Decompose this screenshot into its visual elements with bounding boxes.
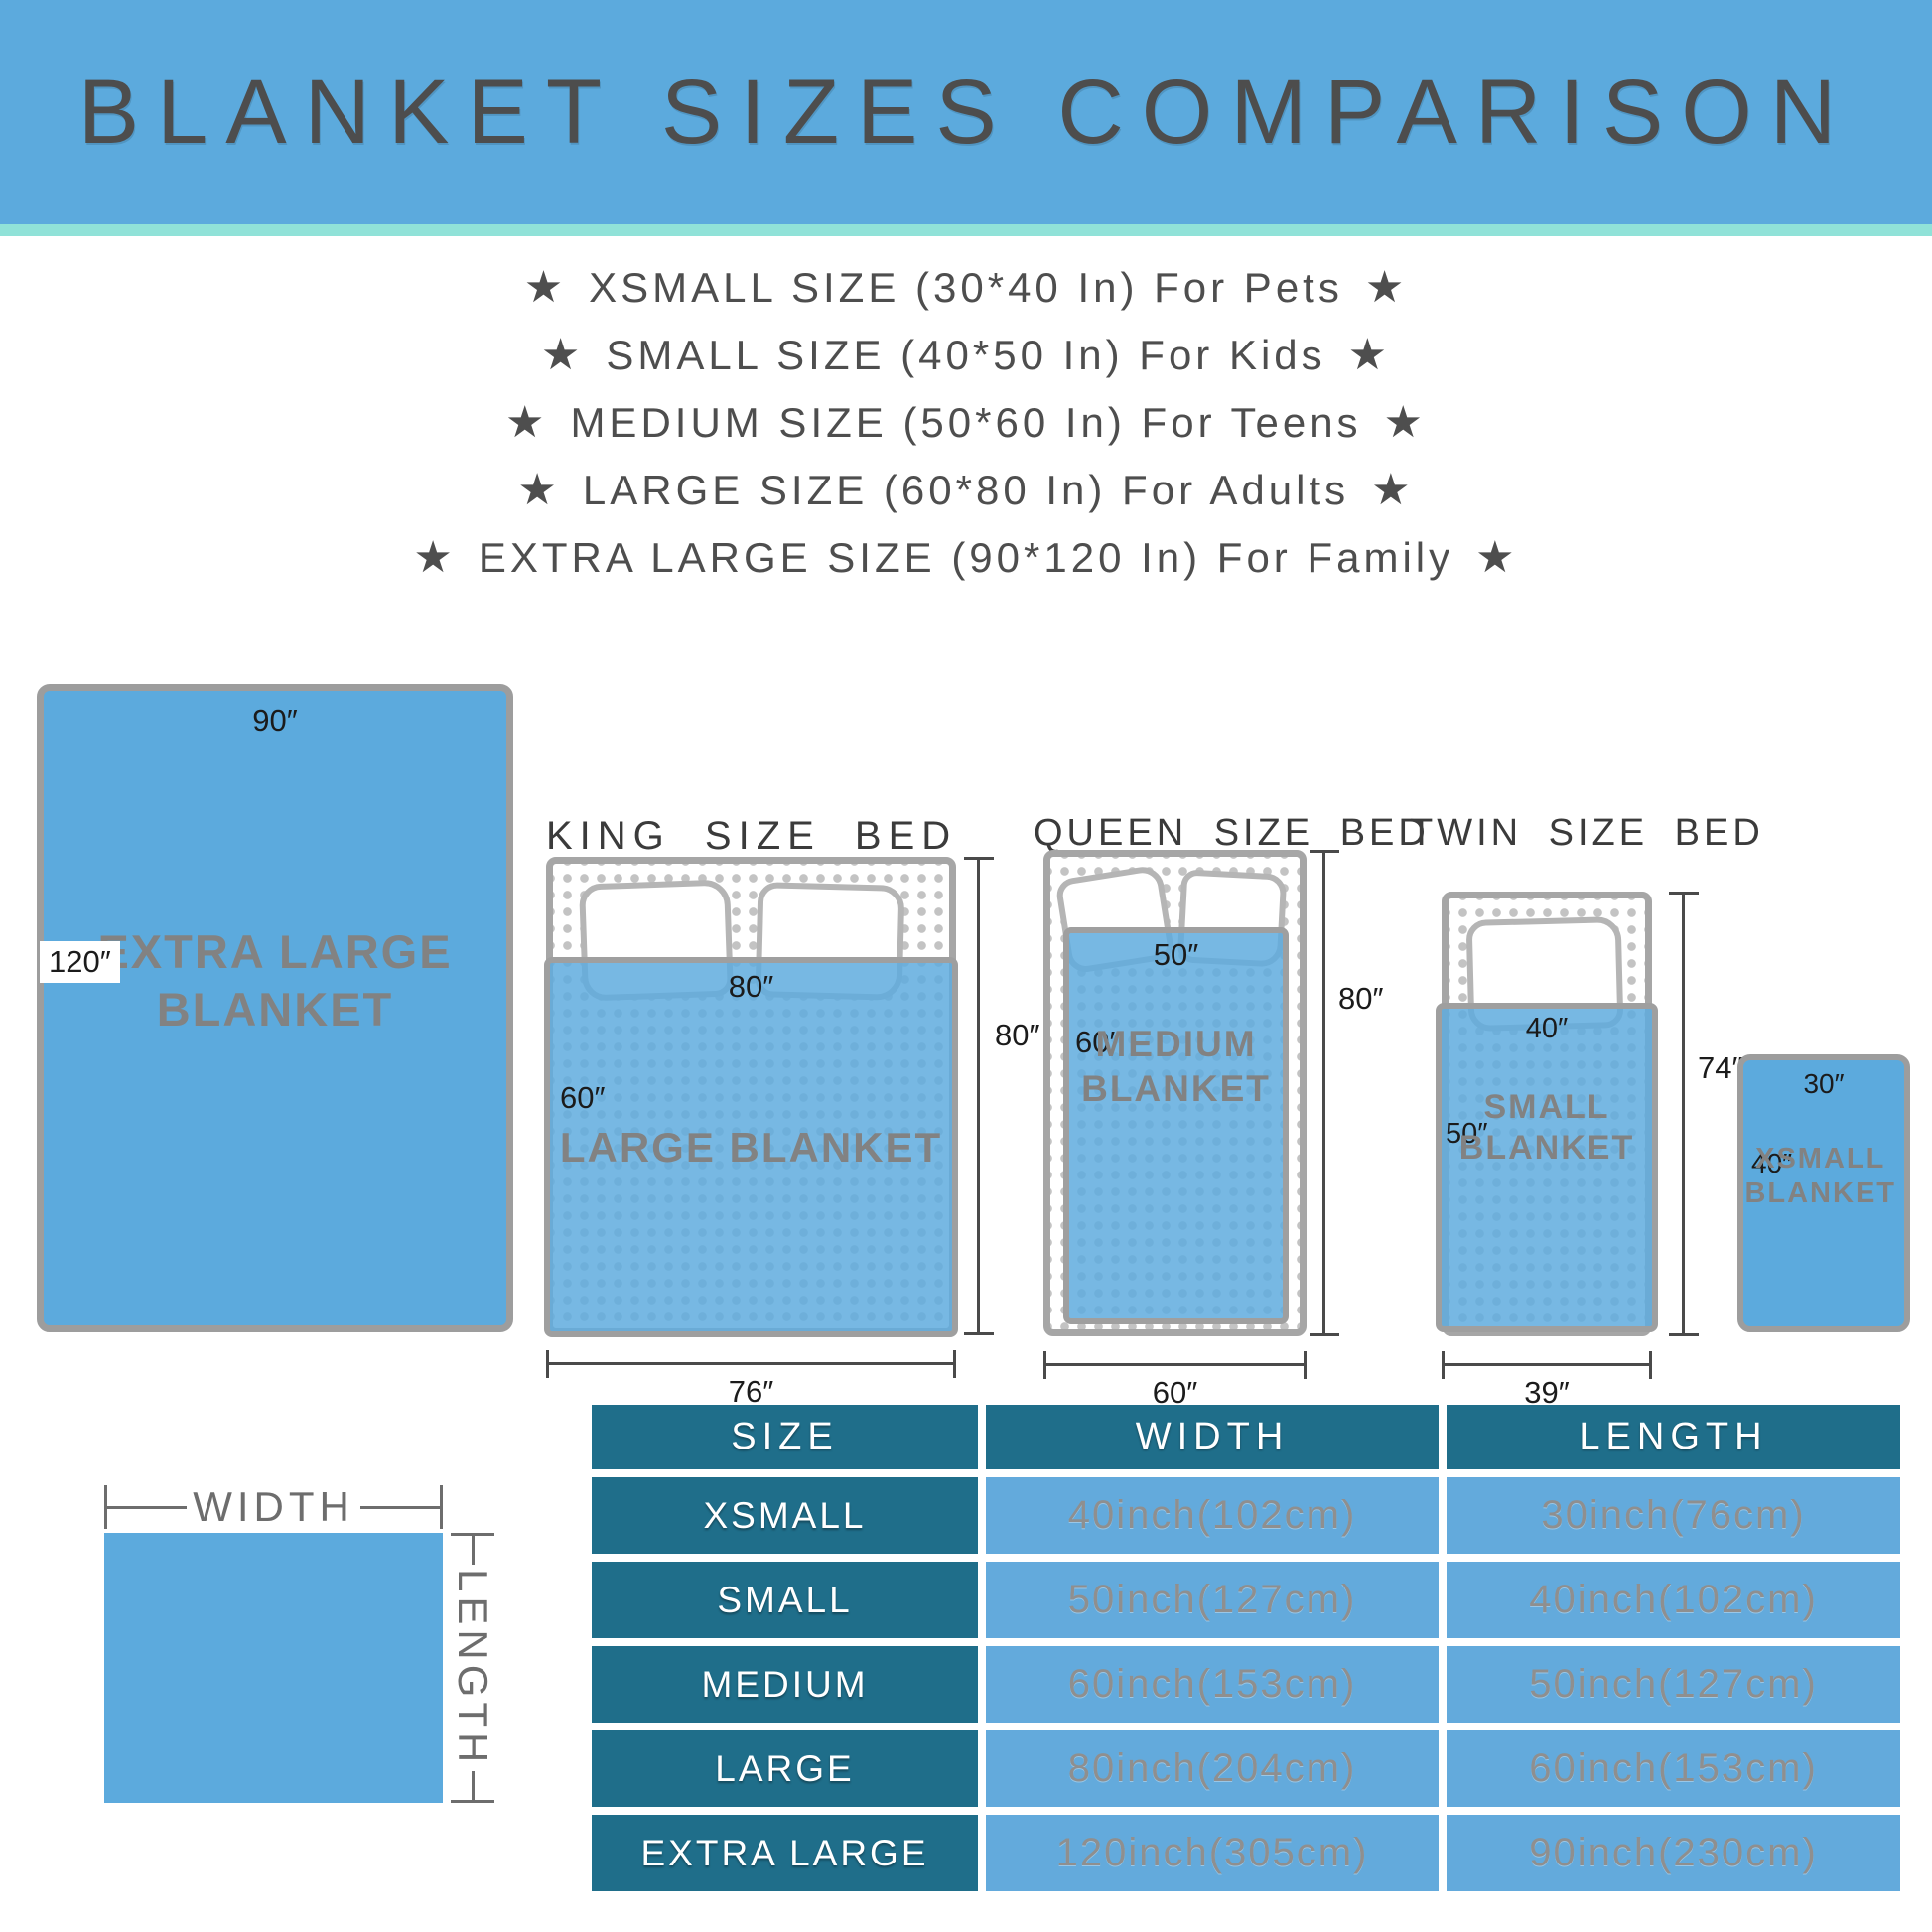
dim-line [359, 1505, 441, 1509]
star-icon: ★ [1475, 533, 1519, 582]
legend-width-dim: WIDTH [104, 1483, 444, 1530]
column-header-length: LENGTH [1447, 1405, 1900, 1469]
header-banner: BLANKET SIZES COMPARISON [0, 0, 1932, 224]
list-item: ★ XSMALL SIZE (30*40 In) For Pets ★ [502, 262, 1431, 313]
queen-bed-title: QUEEN SIZE BED [1034, 812, 1430, 854]
table-cell: 60inch(153cm) [986, 1646, 1439, 1723]
list-item: ★ SMALL SIZE (40*50 In) For Kids ★ [519, 330, 1413, 380]
xl-blanket-label-line1: EXTRA LARGE [97, 925, 453, 979]
dim-line [107, 1505, 188, 1509]
star-icon: ★ [504, 398, 549, 447]
table-row-label: EXTRA LARGE [592, 1815, 978, 1891]
dim-tick [451, 1800, 494, 1804]
extra-large-blanket: 90″ EXTRA LARGE BLANKET [37, 684, 513, 1332]
table-row-label: MEDIUM [592, 1646, 978, 1723]
table-cell: 80inch(204cm) [986, 1730, 1439, 1807]
large-blanket-width-dim: 80″ [728, 969, 774, 1004]
dim-tick [451, 1533, 494, 1536]
medium-blanket: 50″ 60″ MEDIUM BLANKET [1063, 927, 1289, 1324]
accent-divider [0, 224, 1932, 236]
xsmall-length-dim: 40″ [1751, 1148, 1793, 1178]
dim-line [471, 1536, 475, 1565]
large-blanket: 80″ 60″ LARGE BLANKET [544, 957, 958, 1337]
table-cell: 30inch(76cm) [1447, 1477, 1900, 1554]
column-header-size: SIZE [592, 1405, 978, 1469]
twin-bed-title: TWIN SIZE BED [1410, 812, 1764, 854]
column-header-width: WIDTH [986, 1405, 1439, 1469]
xsmall-blanket: 30″ 40″ XSMALL BLANKET [1737, 1054, 1910, 1332]
star-icon: ★ [1383, 398, 1427, 447]
king-width-dim: 76″ [728, 1374, 774, 1409]
legend-length-label: LENGTH [450, 1568, 496, 1768]
queen-height-dim-line [1310, 850, 1339, 1336]
star-icon: ★ [1371, 466, 1415, 514]
twin-height-dim-line [1669, 892, 1699, 1336]
list-item-label: XSMALL SIZE (30*40 In) For Pets [589, 263, 1343, 311]
list-item-label: EXTRA LARGE SIZE (90*120 In) For Family [478, 533, 1454, 581]
table-row-label: LARGE [592, 1730, 978, 1807]
list-item-label: MEDIUM SIZE (50*60 In) For Teens [570, 398, 1362, 446]
dim-line [471, 1771, 475, 1801]
small-blanket: 40″ 50″ SMALL BLANKET [1436, 1003, 1658, 1332]
small-blanket-label-line2: BLANKET [1458, 1129, 1635, 1167]
star-icon: ★ [523, 263, 568, 312]
table-row-label: SMALL [592, 1562, 978, 1638]
medium-blanket-width-dim: 50″ [1153, 937, 1199, 972]
list-item-label: SMALL SIZE (40*50 In) For Kids [606, 331, 1326, 378]
xl-blanket-label-line2: BLANKET [156, 982, 394, 1035]
king-height-dim: 80″ [995, 1018, 1040, 1052]
xsmall-blanket-label-line2: BLANKET [1744, 1177, 1896, 1210]
king-bed-title: KING SIZE BED [546, 814, 958, 858]
list-item: ★ LARGE SIZE (60*80 In) For Adults ★ [495, 465, 1436, 515]
king-height-dim-line [964, 857, 994, 1335]
xl-width-dim: 90″ [252, 703, 298, 738]
page-title: BLANKET SIZES COMPARISON [77, 61, 1855, 163]
medium-blanket-length-dim: 60″ [1075, 1025, 1121, 1059]
xl-length-dim: 120″ [40, 941, 120, 983]
table-row-label: XSMALL [592, 1477, 978, 1554]
queen-height-dim: 80″ [1338, 981, 1384, 1016]
legend-width-label: WIDTH [193, 1483, 354, 1530]
size-legend-list: ★ XSMALL SIZE (30*40 In) For Pets ★ ★ SM… [0, 262, 1932, 583]
small-blanket-length-dim: 50″ [1446, 1118, 1488, 1150]
xsmall-width-dim: 30″ [1803, 1068, 1845, 1099]
table-cell: 50inch(127cm) [1447, 1646, 1900, 1723]
table-cell: 120inch(305cm) [986, 1815, 1439, 1891]
medium-blanket-label-line2: BLANKET [1081, 1068, 1271, 1109]
list-item-label: LARGE SIZE (60*80 In) For Adults [582, 466, 1350, 513]
queen-width-dim-line [1043, 1351, 1307, 1379]
medium-blanket-label-line1: MEDIUM [1095, 1023, 1257, 1064]
table-cell: 50inch(127cm) [986, 1562, 1439, 1638]
list-item: ★ MEDIUM SIZE (50*60 In) For Teens ★ [483, 397, 1449, 448]
star-icon: ★ [1347, 331, 1392, 379]
table-cell: 90inch(230cm) [1447, 1815, 1900, 1891]
queen-width-dim: 60″ [1152, 1375, 1198, 1410]
twin-height-dim: 74″ [1698, 1050, 1743, 1085]
xsmall-blanket-label-line1: XSMALL [1755, 1143, 1886, 1174]
star-icon: ★ [517, 466, 561, 514]
table-cell: 60inch(153cm) [1447, 1730, 1900, 1807]
small-blanket-label-line1: SMALL [1483, 1087, 1610, 1126]
twin-width-dim: 39″ [1524, 1375, 1570, 1410]
dim-tick [440, 1485, 444, 1529]
table-cell: 40inch(102cm) [986, 1477, 1439, 1554]
large-blanket-label: LARGE BLANKET [559, 1123, 943, 1171]
twin-width-dim-line [1442, 1351, 1652, 1379]
small-blanket-width-dim: 40″ [1525, 1013, 1569, 1044]
dim-tick [104, 1485, 107, 1529]
king-width-dim-line [546, 1350, 956, 1378]
list-item: ★ EXTRA LARGE SIZE (90*120 In) For Famil… [391, 532, 1540, 583]
large-blanket-length-dim: 60″ [560, 1080, 606, 1115]
star-icon: ★ [540, 331, 585, 379]
legend-blanket-swatch [104, 1533, 443, 1803]
star-icon: ★ [413, 533, 457, 582]
star-icon: ★ [1364, 263, 1409, 312]
table-cell: 40inch(102cm) [1447, 1562, 1900, 1638]
legend-length-dim: LENGTH [449, 1533, 496, 1804]
size-table: SIZE WIDTH LENGTH XSMALL 40inch(102cm) 3… [592, 1405, 1900, 1891]
